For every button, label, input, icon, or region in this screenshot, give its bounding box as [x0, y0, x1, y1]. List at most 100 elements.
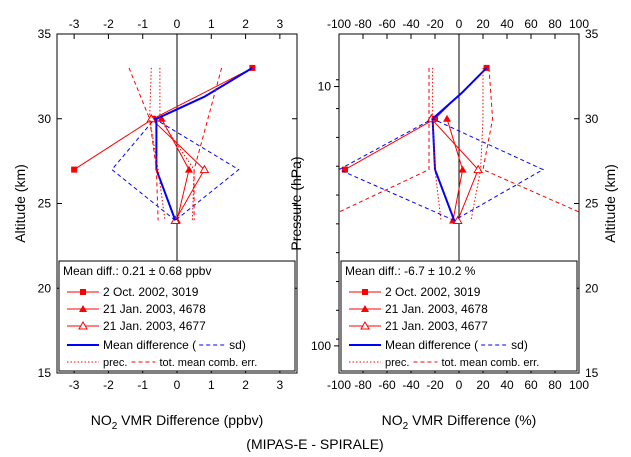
legend-title: Mean diff.: 0.21 ± 0.68 ppbv [63, 264, 211, 278]
legend-label: sd) [511, 338, 528, 352]
data-point [458, 165, 467, 173]
x-axis-label-rest: VMR Difference (ppbv) [117, 412, 263, 428]
pressure-tick-label: 100 [311, 339, 331, 353]
x-tick-label-top: -2 [103, 17, 114, 31]
y-tick-label: 20 [38, 281, 52, 295]
series-mean [431, 67, 488, 221]
series-line [155, 67, 253, 221]
x-tick-label-bottom: -20 [426, 378, 444, 392]
y-axis-label-altitude: Altitude (km) [602, 164, 618, 243]
x-tick-label-top: -80 [354, 17, 372, 31]
x-tick-label-top: -3 [69, 17, 80, 31]
x-tick-label-top: 0 [174, 17, 181, 31]
y-tick-label-right: 35 [585, 27, 599, 41]
x-tick-label-bottom: -2 [103, 378, 114, 392]
x-tick-label-top: 20 [476, 17, 490, 31]
x-tick-label-top: 40 [500, 17, 514, 31]
series-sd [339, 118, 545, 221]
x-tick-label-top: 0 [456, 17, 463, 31]
x-tick-label-bottom: 0 [456, 378, 463, 392]
data-point [452, 215, 463, 224]
figure-caption: (MIPAS-E - SPIRALE) [246, 436, 383, 452]
series-line [339, 67, 430, 213]
legend-marker [78, 320, 88, 330]
x-tick-label-top: 100 [569, 17, 589, 31]
x-tick-label-bottom: -1 [137, 378, 148, 392]
x-tick-label-bottom: 80 [548, 378, 562, 392]
legend-box [58, 260, 296, 372]
legend-label: 21 Jan. 2003, 4677 [385, 319, 488, 333]
right-panel: -100-100-80-80-60-60-40-40-20-2000202040… [288, 17, 618, 432]
series-total [339, 67, 579, 213]
x-tick-label-bottom: 1 [208, 378, 215, 392]
series-line [111, 118, 240, 221]
x-tick-label-top: -60 [378, 17, 396, 31]
y-axis-label-pressure: Pressure (hPa) [288, 156, 304, 250]
x-tick-label-bottom: -80 [354, 378, 372, 392]
legend-label: prec. [385, 357, 409, 369]
left-panel: -3 -3 -2 -2 -1 -1 0 0 1 1 2 2 3 3 15 20 25 30 35 Mean diff.… [12, 17, 298, 432]
series-line [128, 67, 159, 221]
legend-label: 21 Jan. 2003, 4677 [103, 319, 206, 333]
x-tick-label-bottom: -60 [378, 378, 396, 392]
y-tick-label-right: 15 [585, 366, 599, 380]
y-tick-label: 30 [38, 112, 52, 126]
y-tick-label: 35 [38, 27, 52, 41]
x-tick-label-bottom: -100 [327, 378, 351, 392]
x-axis-label: NO2 VMR Difference (ppbv) [91, 412, 264, 432]
x-tick-label-top: 2 [242, 17, 249, 31]
x-tick-label-top: 60 [524, 17, 538, 31]
legend-label: 21 Jan. 2003, 4678 [385, 302, 488, 316]
plot-area [339, 64, 579, 224]
legend-marker [361, 305, 369, 312]
series-line [432, 67, 442, 221]
x-tick-label-bottom: 0 [174, 378, 181, 392]
legend-label: 21 Jan. 2003, 4678 [103, 302, 206, 316]
series-line [159, 67, 195, 221]
x-tick-label-top: -100 [327, 17, 351, 31]
series-prec [432, 67, 484, 221]
series-total [128, 67, 223, 221]
data-point [71, 166, 78, 173]
data-point [342, 166, 348, 173]
x-axis-label: NO2 VMR Difference (%) [382, 412, 537, 432]
x-tick-label-bottom: 3 [277, 378, 284, 392]
data-point [432, 115, 438, 122]
x-axis-label-subscript: 2 [403, 421, 409, 432]
x-tick-label-top: -40 [402, 17, 420, 31]
legend-label: Mean difference ( [103, 338, 196, 352]
x-tick-label-bottom: -40 [402, 378, 420, 392]
legend-box [340, 260, 578, 372]
series-prec [149, 67, 195, 221]
x-tick-label-top: 80 [548, 17, 562, 31]
x-axis-label-subscript: 2 [112, 421, 118, 432]
legend-marker [79, 305, 87, 312]
series-line [161, 118, 190, 221]
y-tick-label: 25 [38, 197, 52, 211]
data-point [199, 164, 210, 174]
x-tick-label-bottom: 100 [569, 378, 589, 392]
x-tick-label-top: -20 [426, 17, 444, 31]
y-tick-label-right: 20 [585, 281, 599, 295]
x-tick-label-top: 3 [277, 17, 284, 31]
x-tick-label-top: -1 [137, 17, 148, 31]
y-tick-label: 15 [38, 366, 52, 380]
legend-label: tot. mean comb. err. [159, 357, 257, 369]
series-mean [155, 67, 253, 221]
legend-label: 2 Oct. 2002, 3019 [385, 285, 481, 299]
legend-marker [360, 320, 370, 330]
x-tick-label-bottom: -3 [69, 378, 80, 392]
x-axis-label-main: NO [382, 412, 403, 428]
y-axis-label: Altitude (km) [12, 164, 28, 243]
pressure-tick-label: 10 [318, 80, 332, 94]
x-tick-label-bottom: 2 [242, 378, 249, 392]
series-line [149, 67, 166, 221]
series-line [470, 67, 484, 221]
x-axis-label-rest: VMR Difference (%) [408, 412, 536, 428]
y-tick-label-right: 30 [585, 112, 599, 126]
legend-marker [80, 289, 86, 295]
x-axis-label-main: NO [91, 412, 112, 428]
data-point [185, 165, 193, 173]
x-tick-label-bottom: 20 [476, 378, 490, 392]
